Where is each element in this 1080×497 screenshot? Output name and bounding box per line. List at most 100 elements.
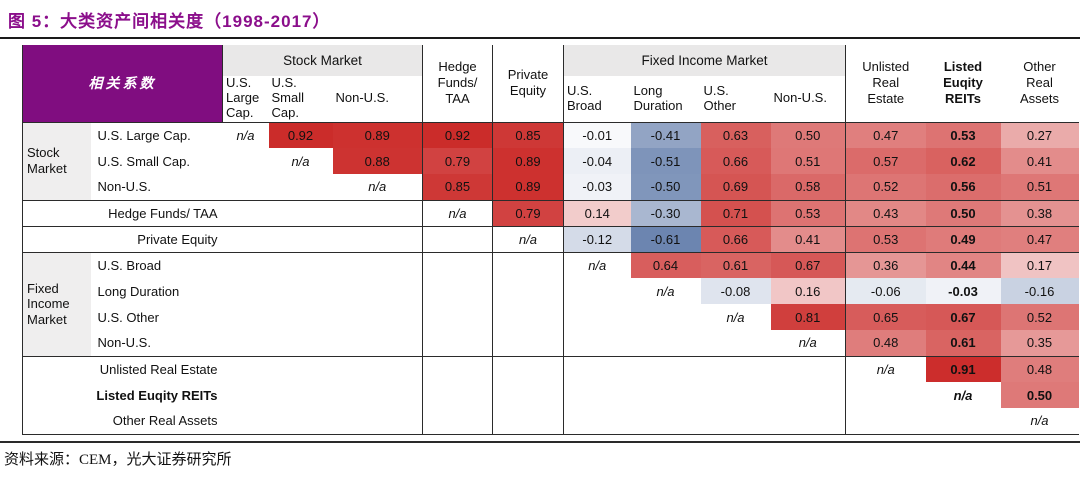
column-header-nonus_s: Non-U.S. xyxy=(332,76,423,123)
empty-cell xyxy=(332,252,423,278)
empty-cell xyxy=(700,408,771,435)
empty-cell xyxy=(222,330,269,357)
row-label-ussc: U.S. Small Cap. xyxy=(90,148,223,174)
cell-reits-ora: 0.50 xyxy=(1000,382,1079,408)
cell-ussc-usbroad: -0.04 xyxy=(563,148,631,174)
cell-pe-usbroad: -0.12 xyxy=(563,226,631,253)
top-rule xyxy=(0,37,1080,39)
cell-usbroad-usother: 0.61 xyxy=(700,252,771,278)
cell-uslc-hf: 0.92 xyxy=(422,122,493,148)
empty-cell xyxy=(492,382,564,408)
column-header-hf: Hedge Funds/ TAA xyxy=(422,45,493,123)
source-note: 资料来源：CEM，光大证券研究所 xyxy=(4,452,232,468)
empty-cell xyxy=(630,408,701,435)
empty-cell xyxy=(222,226,269,253)
column-header-ussc: U.S. Small Cap. xyxy=(268,76,333,123)
empty-cell xyxy=(268,356,333,382)
empty-cell xyxy=(770,408,846,435)
empty-cell xyxy=(700,330,771,357)
cell-uslc-ora: 0.27 xyxy=(1000,122,1079,148)
row-label-pe: Private Equity xyxy=(22,226,223,253)
cell-ussc-nonus_f: 0.51 xyxy=(770,148,846,174)
column-header-pe: Private Equity xyxy=(492,45,564,123)
empty-cell xyxy=(332,408,423,435)
empty-cell xyxy=(770,382,846,408)
cell-nonus_s-nonus_s: n/a xyxy=(332,174,423,201)
row-label-usother: U.S. Other xyxy=(90,304,223,330)
cell-hf-reits: 0.50 xyxy=(925,200,1001,227)
empty-cell xyxy=(222,382,269,408)
empty-cell xyxy=(563,278,631,304)
empty-cell xyxy=(332,226,423,253)
row-label-nonus_s: Non-U.S. xyxy=(90,174,223,201)
cell-nonus_f-ure: 0.48 xyxy=(845,330,926,357)
cell-ussc-hf: 0.79 xyxy=(422,148,493,174)
empty-cell xyxy=(422,304,493,330)
row-group-label: Stock Market xyxy=(22,122,91,201)
cell-hf-ora: 0.38 xyxy=(1000,200,1079,227)
empty-cell xyxy=(222,408,269,435)
empty-cell xyxy=(563,356,631,382)
cell-usbroad-reits: 0.44 xyxy=(925,252,1001,278)
cell-usbroad-ora: 0.17 xyxy=(1000,252,1079,278)
cell-longdur-ure: -0.06 xyxy=(845,278,926,304)
cell-pe-nonus_f: 0.41 xyxy=(770,226,846,253)
empty-cell xyxy=(332,382,423,408)
cell-usother-ure: 0.65 xyxy=(845,304,926,330)
row-label-nonus_f: Non-U.S. xyxy=(90,330,223,357)
empty-cell xyxy=(925,408,1001,435)
empty-cell xyxy=(492,304,564,330)
empty-cell xyxy=(422,356,493,382)
cell-uslc-ure: 0.47 xyxy=(845,122,926,148)
empty-cell xyxy=(268,408,333,435)
empty-cell xyxy=(563,304,631,330)
empty-cell xyxy=(222,174,269,201)
column-header-usother: U.S. Other xyxy=(700,76,771,123)
column-header-longdur: Long Duration xyxy=(630,76,701,123)
cell-nonus_s-usother: 0.69 xyxy=(700,174,771,201)
empty-cell xyxy=(332,356,423,382)
empty-cell xyxy=(268,330,333,357)
cell-pe-reits: 0.49 xyxy=(925,226,1001,253)
column-header-ora: Other Real Assets xyxy=(1000,45,1079,123)
cell-ussc-ussc: n/a xyxy=(268,148,333,174)
cell-longdur-usother: -0.08 xyxy=(700,278,771,304)
cell-uslc-pe: 0.85 xyxy=(492,122,564,148)
cell-ure-ora: 0.48 xyxy=(1000,356,1079,382)
empty-cell xyxy=(563,408,631,435)
empty-cell xyxy=(700,382,771,408)
cell-hf-ure: 0.43 xyxy=(845,200,926,227)
column-header-ure: Unlisted Real Estate xyxy=(845,45,926,123)
cell-usother-usother: n/a xyxy=(700,304,771,330)
cell-hf-usother: 0.71 xyxy=(700,200,771,227)
cell-hf-longdur: -0.30 xyxy=(630,200,701,227)
empty-cell xyxy=(422,252,493,278)
row-label-longdur: Long Duration xyxy=(90,278,223,304)
figure-title: 图 5：大类资产间相关度（1998-2017） xyxy=(8,12,331,31)
empty-cell xyxy=(770,356,846,382)
empty-cell xyxy=(422,226,493,253)
empty-cell xyxy=(700,356,771,382)
empty-cell xyxy=(222,200,269,227)
cell-ussc-usother: 0.66 xyxy=(700,148,771,174)
cell-pe-ora: 0.47 xyxy=(1000,226,1079,253)
cell-nonus_s-pe: 0.89 xyxy=(492,174,564,201)
cell-nonus_s-ora: 0.51 xyxy=(1000,174,1079,201)
column-group-stock: Stock Market xyxy=(222,45,423,76)
cell-ussc-pe: 0.89 xyxy=(492,148,564,174)
cell-hf-nonus_f: 0.53 xyxy=(770,200,846,227)
cell-ussc-ora: 0.41 xyxy=(1000,148,1079,174)
cell-nonus_s-ure: 0.52 xyxy=(845,174,926,201)
cell-nonus_s-hf: 0.85 xyxy=(422,174,493,201)
column-header-usbroad: U.S. Broad xyxy=(563,76,631,123)
empty-cell xyxy=(268,278,333,304)
empty-cell xyxy=(630,356,701,382)
empty-cell xyxy=(332,200,423,227)
bottom-rule xyxy=(0,441,1080,443)
cell-longdur-reits: -0.03 xyxy=(925,278,1001,304)
cell-usbroad-usbroad: n/a xyxy=(563,252,631,278)
empty-cell xyxy=(268,382,333,408)
cell-ure-ure: n/a xyxy=(845,356,926,382)
cell-uslc-longdur: -0.41 xyxy=(630,122,701,148)
empty-cell xyxy=(222,356,269,382)
